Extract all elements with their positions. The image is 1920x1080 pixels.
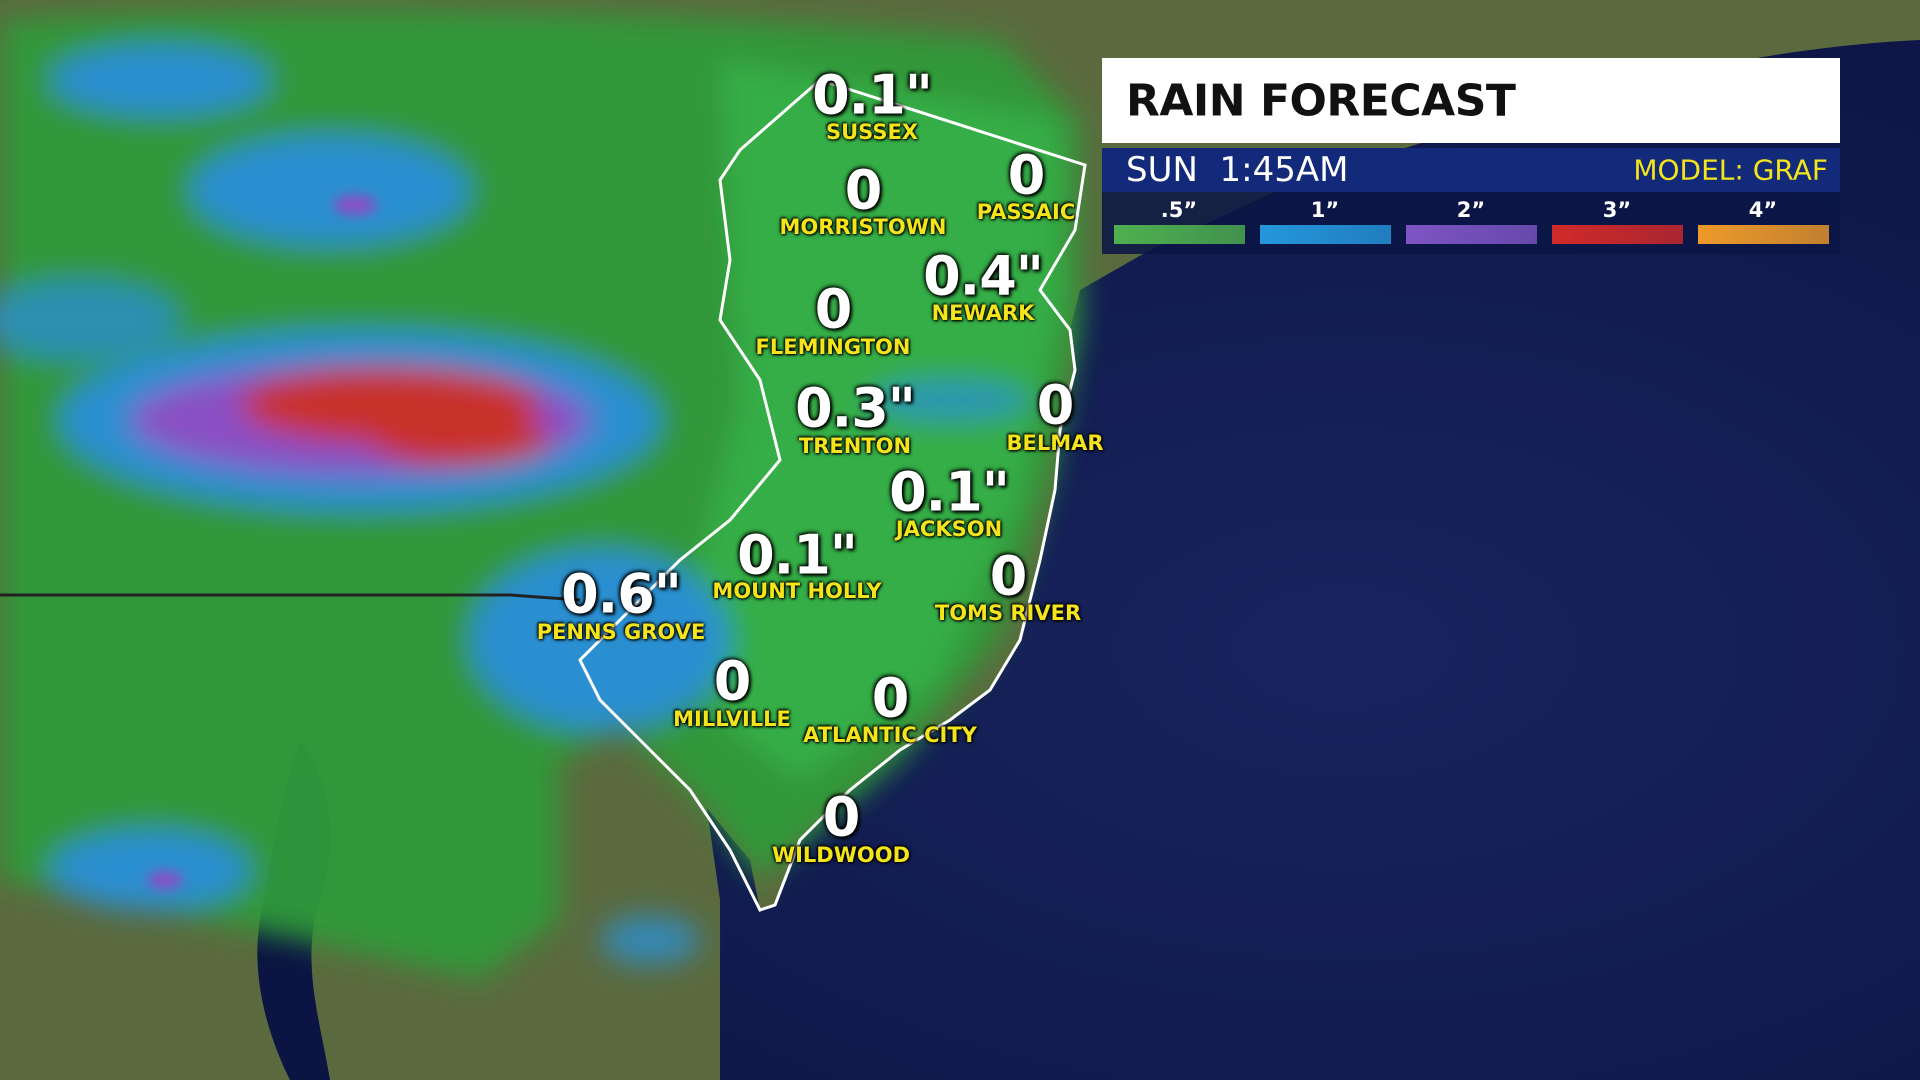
location-name: WILDWOOD	[771, 843, 911, 867]
location-value: 0.6"	[561, 562, 682, 626]
legend-swatch	[1114, 225, 1245, 244]
location-name: TOMS RIVER	[934, 601, 1082, 625]
info-bar: SUN 1:45AM MODEL: GRAF	[1102, 148, 1840, 192]
location-name: BELMAR	[1006, 431, 1104, 455]
location-name: SUSSEX	[825, 120, 919, 144]
location-value: 0	[822, 785, 861, 849]
location-name: MORRISTOWN	[779, 215, 947, 239]
location-value: 0	[1007, 143, 1046, 207]
location-value: 0.1"	[812, 63, 933, 127]
location-name: ATLANTIC CITY	[803, 723, 977, 747]
model: MODEL: GRAF	[1633, 153, 1828, 187]
title-box: RAIN FORECAST	[1102, 58, 1840, 143]
legend-label: 2”	[1456, 198, 1486, 222]
location-value: 0	[1036, 373, 1075, 437]
location-value: 0.1"	[737, 523, 858, 587]
rain	[0, 9, 1080, 981]
location-value: 0.1"	[889, 460, 1010, 524]
location-value: 0	[814, 277, 853, 341]
location-name: MOUNT HOLLY	[712, 579, 882, 603]
legend-swatch	[1406, 225, 1537, 244]
location-value: 0.4"	[923, 244, 1044, 308]
title: RAIN FORECAST	[1126, 75, 1516, 126]
location-value: 0	[871, 666, 910, 730]
location-value: 0	[844, 158, 883, 222]
rain-detail	[147, 195, 377, 889]
location-value: 0	[989, 544, 1028, 608]
legend-label: 4”	[1748, 198, 1778, 222]
legend-label: 3”	[1602, 198, 1632, 222]
location-value: 0	[713, 649, 752, 713]
location-name: JACKSON	[895, 517, 1003, 541]
location-name: FLEMINGTON	[755, 335, 911, 359]
location-name: TRENTON	[798, 434, 912, 458]
location-name: NEWARK	[931, 301, 1035, 325]
legend-swatch	[1260, 225, 1391, 244]
time: SUN 1:45AM	[1126, 150, 1349, 190]
legend-swatch	[1698, 225, 1829, 244]
legend: .5” 1” 2” 3” 4”	[1102, 192, 1840, 254]
legend-swatch	[1552, 225, 1683, 244]
legend-label: .5”	[1160, 198, 1198, 222]
legend-label: 1”	[1310, 198, 1340, 222]
location-value: 0.3"	[795, 376, 916, 440]
location-name: PASSAIC	[976, 200, 1076, 224]
state-line	[0, 593, 581, 602]
state-outline	[578, 78, 1087, 912]
location-name: MILLVILLE	[673, 707, 791, 731]
location-name: PENNS GROVE	[536, 620, 706, 644]
